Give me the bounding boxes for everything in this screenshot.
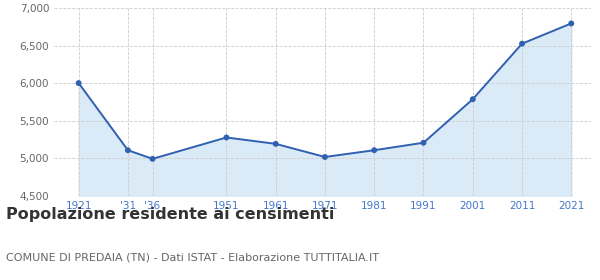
Point <box>320 155 330 159</box>
Point <box>271 142 280 146</box>
Point <box>148 157 157 161</box>
Text: COMUNE DI PREDAIA (TN) - Dati ISTAT - Elaborazione TUTTITALIA.IT: COMUNE DI PREDAIA (TN) - Dati ISTAT - El… <box>6 252 379 262</box>
Point <box>419 141 428 145</box>
Point <box>74 81 83 85</box>
Point <box>370 148 379 153</box>
Point <box>566 21 576 26</box>
Text: Popolazione residente ai censimenti: Popolazione residente ai censimenti <box>6 207 334 222</box>
Point <box>221 135 231 140</box>
Point <box>468 97 478 101</box>
Point <box>123 148 133 153</box>
Point <box>517 41 527 46</box>
